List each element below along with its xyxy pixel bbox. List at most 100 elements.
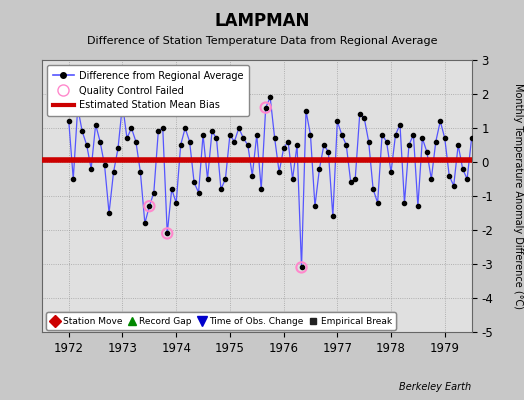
Point (284, 138, 292, 145)
Point (490, 166, 498, 172)
Point (132, 138, 140, 145)
Point (185, 138, 194, 145)
Point (351, 176, 359, 182)
Point (293, 142, 301, 148)
Point (369, 186, 377, 192)
Point (73, 104, 82, 111)
Point (194, 189, 203, 196)
Point (307, 132, 315, 138)
Point (163, 230, 171, 236)
Point (454, 142, 462, 148)
Point (458, 166, 467, 172)
Point (275, 169, 283, 175)
Point (105, 210, 113, 216)
Point (413, 203, 422, 210)
Point (212, 135, 221, 141)
Point (472, 148, 481, 155)
Point (230, 138, 238, 145)
Point (320, 142, 328, 148)
Point (140, 220, 149, 226)
Point (450, 182, 458, 189)
Point (302, 108, 310, 114)
Point (101, 162, 109, 169)
Point (311, 203, 319, 210)
Point (114, 145, 122, 152)
Point (217, 186, 225, 192)
Text: LAMPMAN: LAMPMAN (214, 12, 310, 30)
Point (391, 132, 400, 138)
Point (427, 176, 435, 182)
Point (378, 132, 386, 138)
Point (396, 121, 404, 128)
Point (432, 138, 440, 145)
Point (208, 128, 216, 134)
Point (82, 142, 91, 148)
Point (172, 200, 180, 206)
Point (145, 203, 154, 210)
Point (485, 142, 494, 148)
Point (270, 135, 279, 141)
Point (481, 186, 489, 192)
Point (118, 101, 127, 107)
Point (329, 213, 337, 220)
Point (297, 264, 305, 270)
Point (324, 148, 333, 155)
Point (159, 125, 167, 131)
Point (92, 121, 100, 128)
Point (199, 132, 208, 138)
Point (177, 142, 185, 148)
Point (333, 118, 342, 124)
Point (87, 166, 95, 172)
Point (253, 132, 261, 138)
Point (136, 169, 145, 175)
Point (463, 176, 471, 182)
Point (297, 264, 305, 270)
Point (467, 135, 476, 141)
Point (163, 230, 171, 236)
Legend: Station Move, Record Gap, Time of Obs. Change, Empirical Break: Station Move, Record Gap, Time of Obs. C… (47, 312, 396, 330)
Point (342, 142, 351, 148)
Point (365, 138, 373, 145)
Point (78, 128, 86, 134)
Point (400, 200, 409, 206)
Point (360, 114, 368, 121)
Point (168, 186, 176, 192)
Text: Berkeley Earth: Berkeley Earth (399, 382, 472, 392)
Point (64, 118, 73, 124)
Point (239, 135, 247, 141)
Point (145, 203, 154, 210)
Point (436, 118, 444, 124)
Point (127, 125, 136, 131)
Point (383, 138, 391, 145)
Point (261, 104, 270, 111)
Point (476, 169, 485, 175)
Point (261, 104, 270, 111)
Text: Difference of Station Temperature Data from Regional Average: Difference of Station Temperature Data f… (87, 36, 437, 46)
Point (203, 176, 212, 182)
Point (423, 148, 431, 155)
Point (221, 176, 230, 182)
Point (181, 125, 189, 131)
Point (355, 111, 364, 118)
Point (346, 179, 355, 186)
Point (409, 132, 418, 138)
Point (266, 94, 275, 100)
Point (248, 172, 256, 179)
Point (445, 172, 453, 179)
Point (226, 132, 234, 138)
Point (315, 166, 324, 172)
Point (154, 128, 162, 134)
Point (441, 135, 449, 141)
Point (110, 169, 118, 175)
Point (418, 135, 427, 141)
Point (387, 169, 395, 175)
Point (69, 176, 78, 182)
Point (150, 189, 158, 196)
Y-axis label: Monthly Temperature Anomaly Difference (°C): Monthly Temperature Anomaly Difference (… (512, 83, 522, 309)
Point (96, 138, 104, 145)
Point (257, 186, 266, 192)
Point (337, 132, 346, 138)
Point (123, 135, 131, 141)
Point (288, 176, 297, 182)
Point (244, 142, 252, 148)
